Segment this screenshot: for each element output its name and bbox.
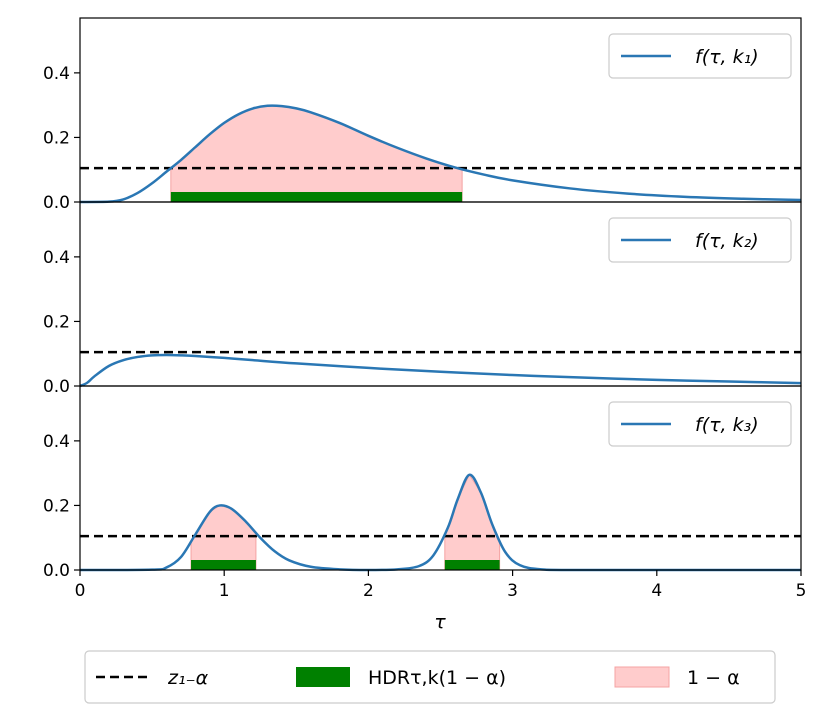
hdr-bar-3-1	[191, 560, 256, 570]
panel-2: 0.0 0.2 0.4 f(τ, k₂)	[43, 201, 802, 397]
panel-legend-label-3: f(τ, k₃)	[695, 414, 759, 436]
legend-label-dashed: z₁₋α	[167, 667, 209, 689]
y-tick-label-1: 0.2	[43, 128, 70, 148]
x-tick-label: 2	[363, 581, 374, 601]
bottom-legend-box	[84, 650, 776, 704]
x-axis: 0 1 2 3 4 5	[75, 570, 807, 601]
curve-1	[79, 104, 802, 204]
panel-legend-3: f(τ, k₃)	[608, 401, 792, 447]
panel-legend-box-2	[608, 217, 792, 263]
y-tick-label-3: 0.0	[43, 561, 70, 581]
axes-frame-3	[79, 385, 802, 571]
x-tick-label: 1	[219, 581, 230, 601]
region-1-1	[170, 105, 463, 203]
legend-label-region: 1 − α	[687, 667, 740, 689]
x-tick-label: 0	[75, 581, 86, 601]
x-tick-label: 5	[796, 581, 807, 601]
hdr-bar-1-1	[170, 192, 463, 202]
panel-legend-box-1	[608, 33, 792, 79]
panel-legend-1: f(τ, k₁)	[608, 33, 792, 79]
y-tick-label-2: 0.2	[43, 312, 70, 332]
bottom-legend: z₁₋α HDRτ,k(1 − α) 1 − α	[84, 650, 776, 704]
panels-group: 0.0 0.2 0.4 f(τ, k₁) 0.0 0.2 0.4 f(τ, k₂) 0.0 0.2…	[43, 17, 802, 581]
panel-legend-2: f(τ, k₂)	[608, 217, 792, 263]
y-tick-label-1: 0.4	[43, 64, 70, 84]
curve-3	[79, 473, 802, 572]
x-axis-label: τ	[434, 611, 446, 633]
hdr-bar-3-2	[444, 560, 500, 570]
panel-3: 0.0 0.2 0.4 f(τ, k₃)	[43, 385, 802, 581]
y-tick-label-2: 0.0	[43, 377, 70, 397]
y-tick-label-2: 0.4	[43, 248, 70, 268]
curve-2	[79, 353, 802, 388]
legend-label-hdr: HDRτ,k(1 − α)	[368, 667, 506, 689]
y-tick-label-3: 0.2	[43, 496, 70, 516]
y-tick-label-1: 0.0	[43, 193, 70, 213]
panel-legend-box-3	[608, 401, 792, 447]
panel-legend-label-2: f(τ, k₂)	[695, 230, 759, 252]
x-tick-label: 4	[651, 581, 662, 601]
legend-swatch-hdr	[296, 667, 350, 687]
legend-swatch-region	[614, 666, 670, 688]
y-tick-label-3: 0.4	[43, 432, 70, 452]
panel-legend-label-1: f(τ, k₁)	[695, 46, 759, 68]
panel-1: 0.0 0.2 0.4 f(τ, k₁)	[43, 17, 802, 213]
x-tick-label: 3	[507, 581, 518, 601]
